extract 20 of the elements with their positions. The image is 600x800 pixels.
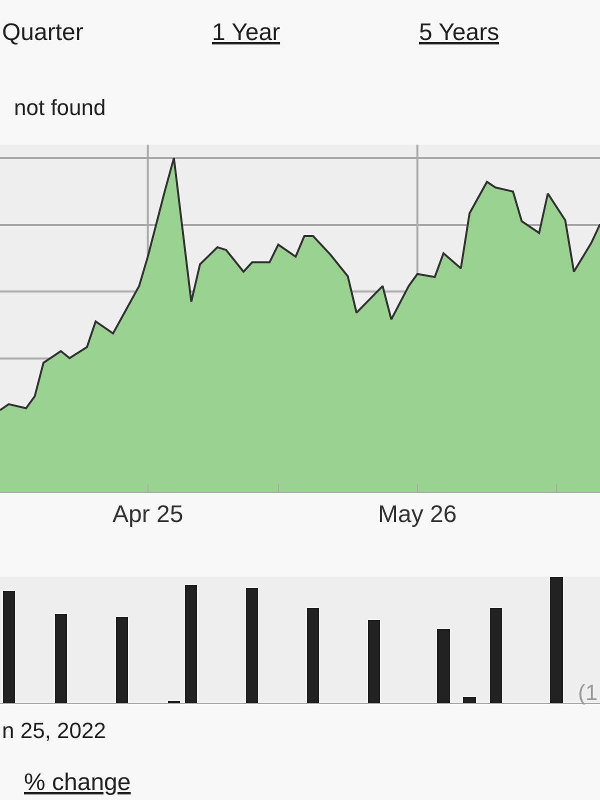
bar: [307, 608, 319, 703]
text: 5 Years: [419, 19, 500, 46]
bar: [368, 620, 380, 703]
bar: [437, 628, 450, 703]
bar: [55, 614, 67, 703]
bar: [463, 696, 476, 703]
text: not found: [14, 95, 106, 120]
annotation: (1: [578, 680, 598, 705]
bar: [3, 590, 15, 703]
x-tick-label: May 26: [378, 500, 457, 528]
bar: [185, 584, 197, 703]
text: Quarter: [2, 19, 84, 46]
x-tick-label: Apr 25: [112, 500, 184, 528]
bar: [490, 608, 502, 703]
bar: [550, 576, 563, 703]
text: 1 Year: [212, 19, 280, 46]
bar: [246, 588, 258, 703]
bar: [116, 616, 128, 703]
text: % change: [24, 769, 131, 796]
text: n 25, 2022: [2, 718, 106, 743]
